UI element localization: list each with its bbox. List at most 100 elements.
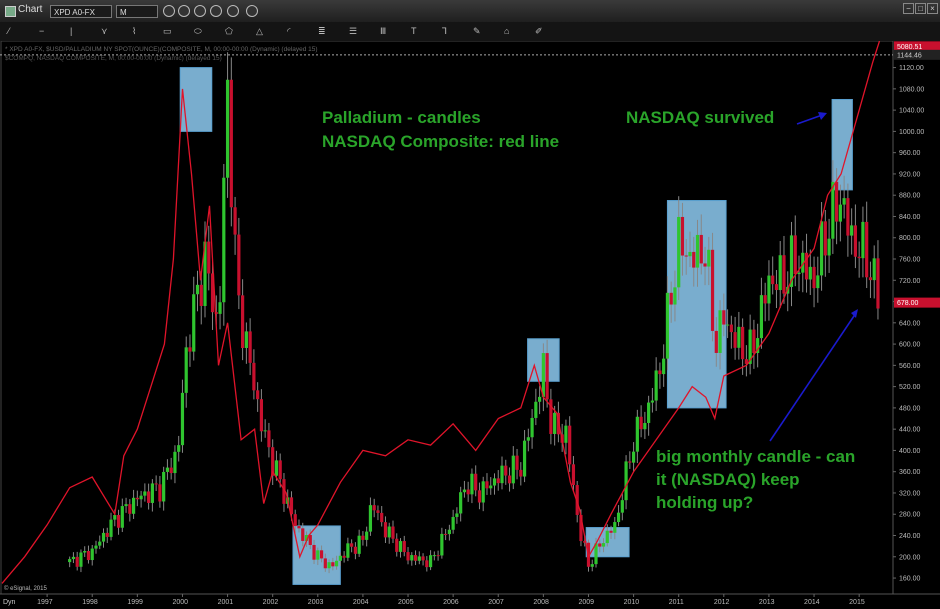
palladium-candle — [515, 455, 519, 470]
palladium-candle — [207, 241, 211, 274]
palladium-candle — [804, 252, 809, 280]
palladium-candle — [474, 473, 478, 491]
maximize-icon[interactable]: □ — [915, 3, 926, 14]
palladium-candle — [169, 467, 173, 474]
palladium-candle — [695, 234, 700, 268]
price-chart[interactable]: * XPD A0-FX, $USD/PALLADIUM NY SPOT(OUNC… — [0, 41, 940, 609]
symbol-input[interactable]: XPD A0-FX — [50, 5, 112, 18]
palladium-candle — [90, 548, 94, 561]
palladium-candle — [398, 541, 403, 552]
palladium-candle — [459, 492, 463, 514]
drawing-toolbar: ⁄ − | ⋎ ⌇ ▭ ⬭ ⬠ △ ◜ ≣ ☰ Ⅲ T Ꞁ ✎ ⌂ ✐ — [0, 22, 940, 42]
palladium-candle — [128, 504, 132, 514]
drawing-tool-icon[interactable]: ◜ — [287, 26, 291, 36]
chart-settings-icon[interactable] — [163, 5, 175, 17]
cursor-icon[interactable] — [246, 5, 258, 17]
drawing-tool-icon[interactable]: ✐ — [535, 26, 543, 36]
dyn-label: Dyn — [3, 599, 16, 606]
interval-select[interactable]: M — [116, 5, 158, 18]
y-tick-label: 960.00 — [899, 150, 921, 157]
nasdaq-last-value: 5080.51 — [897, 44, 922, 51]
palladium-candle — [485, 481, 489, 489]
palladium-candle — [722, 310, 726, 325]
palladium-candle — [327, 562, 331, 569]
drawing-tool-icon[interactable]: ⌇ — [132, 26, 137, 36]
drawing-tool-icon[interactable]: Ⅲ — [380, 26, 387, 36]
palladium-candle — [522, 440, 527, 477]
x-tick-label: 1999 — [127, 599, 143, 606]
palladium-candle — [812, 266, 816, 289]
y-tick-label: 400.00 — [899, 448, 921, 455]
drawing-tool-icon[interactable]: ⌂ — [504, 26, 510, 36]
palladium-candle — [759, 295, 764, 339]
palladium-candle — [541, 353, 545, 397]
refresh-icon[interactable] — [178, 5, 190, 17]
y-tick-label: 480.00 — [899, 405, 921, 412]
drawing-tool-icon[interactable]: ▭ — [163, 26, 172, 36]
palladium-candle — [263, 430, 267, 432]
drawing-tool-icon[interactable]: △ — [256, 26, 263, 36]
palladium-candle — [789, 235, 794, 287]
palladium-candle — [252, 362, 256, 391]
close-icon[interactable]: × — [927, 3, 938, 14]
palladium-candle — [86, 550, 91, 561]
palladium-candle — [444, 533, 448, 535]
palladium-candle — [477, 490, 482, 503]
palladium-candle — [162, 471, 166, 502]
palladium-candle — [756, 338, 760, 354]
drawing-tool-icon[interactable]: ⬭ — [194, 26, 202, 36]
palladium-candle — [436, 555, 440, 557]
palladium-candle — [466, 489, 470, 495]
minimize-icon[interactable]: − — [903, 3, 914, 14]
y-tick-label: 1080.00 — [899, 86, 924, 93]
y-tick-label: 760.00 — [899, 257, 921, 264]
palladium-candle — [150, 483, 154, 503]
x-tick-label: 2014 — [804, 599, 820, 606]
drawing-tool-icon[interactable]: ⬠ — [225, 26, 233, 36]
palladium-candle — [778, 255, 782, 291]
scroll-icon[interactable] — [210, 5, 222, 17]
palladium-candle — [229, 79, 233, 208]
crosshair-badge — [894, 49, 940, 60]
palladium-candle — [180, 392, 185, 446]
palladium-candle — [402, 541, 406, 553]
palladium-candle — [861, 221, 865, 259]
y-tick-label: 840.00 — [899, 214, 921, 221]
palladium-candle — [350, 543, 354, 547]
drawing-tool-icon[interactable]: ☰ — [349, 26, 358, 36]
y-tick-label: 1040.00 — [899, 108, 924, 115]
drawing-tool-icon[interactable]: − — [39, 26, 45, 36]
drawing-tool-icon[interactable]: ≣ — [318, 26, 326, 36]
palladium-candle — [534, 401, 538, 418]
palladium-candle — [827, 238, 831, 256]
drawing-tool-icon[interactable]: ⁄ — [8, 26, 10, 36]
palladium-candle — [624, 461, 628, 501]
palladium-candle — [256, 390, 260, 400]
x-tick-label: 2001 — [218, 599, 234, 606]
zoom-in-icon[interactable] — [227, 5, 239, 17]
drawing-tool-icon[interactable]: T — [411, 26, 417, 36]
drawing-tool-icon[interactable]: ✎ — [473, 26, 481, 36]
drawing-tool-icon[interactable]: Ꞁ — [442, 26, 448, 36]
palladium-candle — [94, 545, 98, 549]
palladium-candle — [214, 312, 218, 314]
palladium-candle — [703, 263, 707, 267]
legend-line-1: * XPD A0-FX, $USD/PALLADIUM NY SPOT(OUNC… — [5, 46, 318, 53]
x-tick-label: 1997 — [37, 599, 53, 606]
palladium-candle — [271, 447, 275, 476]
palladium-candle — [613, 522, 617, 533]
palladium-candle — [368, 505, 373, 532]
y-tick-label: 240.00 — [899, 533, 921, 540]
palladium-candle — [428, 555, 433, 568]
palladium-candle — [323, 558, 327, 569]
annotation-question-line2: it (NASDAQ) keep — [656, 470, 800, 489]
palladium-candle — [598, 543, 602, 547]
palladium-candle — [113, 514, 117, 520]
zoom-out-icon[interactable] — [194, 5, 206, 17]
y-tick-label: 200.00 — [899, 554, 921, 561]
chart-area[interactable]: * XPD A0-FX, $USD/PALLADIUM NY SPOT(OUNC… — [0, 41, 940, 609]
palladium-candle — [680, 216, 685, 256]
drawing-tool-icon[interactable]: ⋎ — [101, 26, 108, 36]
drawing-tool-icon[interactable]: | — [70, 26, 73, 36]
palladium-candle — [741, 326, 745, 360]
